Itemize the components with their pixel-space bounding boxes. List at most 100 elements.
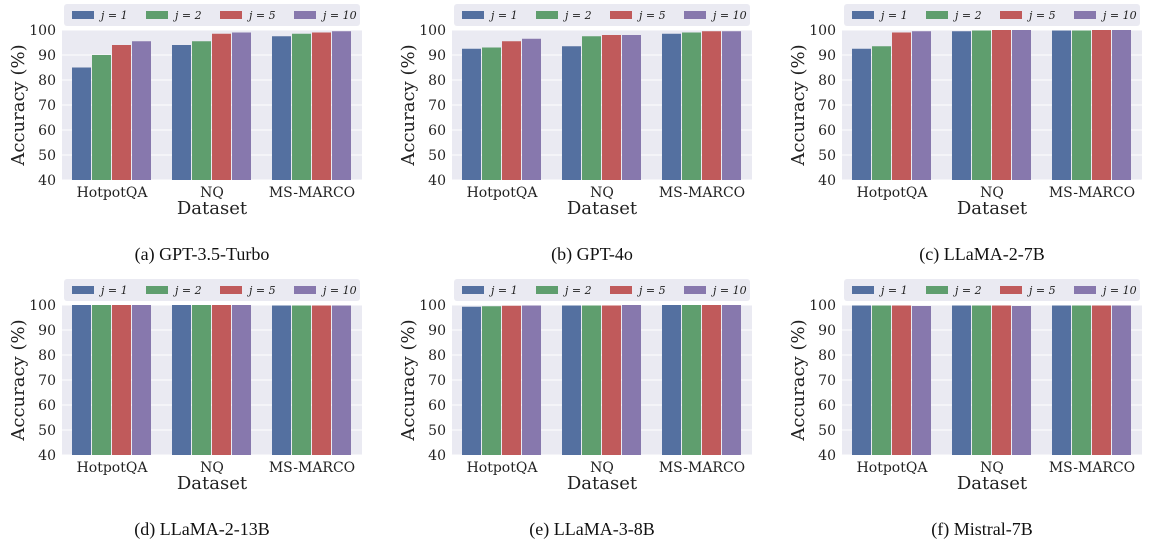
legend-label: j = 10	[320, 284, 357, 297]
legend-label: j = 5	[246, 284, 276, 297]
bar	[562, 305, 581, 455]
y-tick-label: 40	[818, 448, 836, 464]
y-tick-label: 100	[29, 298, 56, 314]
bar	[622, 305, 641, 455]
x-axis-title: Dataset	[567, 198, 638, 219]
legend-label: j = 2	[952, 9, 982, 22]
panel-caption: (e) LLaMA-3-8B	[529, 519, 654, 540]
x-tick-label: HotpotQA	[77, 185, 149, 201]
legend: j = 1 j = 2 j = 5 j = 10	[844, 4, 1140, 26]
bar	[662, 33, 681, 180]
bar	[482, 47, 501, 180]
bar	[992, 30, 1011, 180]
bar	[312, 305, 331, 455]
y-tick-label: 50	[38, 423, 56, 439]
y-tick-label: 80	[818, 348, 836, 364]
bar	[662, 305, 681, 455]
bar	[172, 45, 191, 180]
bar	[212, 305, 231, 455]
x-tick-label: NQ	[200, 460, 224, 476]
bar	[332, 31, 351, 180]
y-tick-label: 60	[428, 123, 446, 139]
x-tick-label: HotpotQA	[77, 460, 149, 476]
legend-swatch	[146, 11, 168, 19]
bar	[192, 41, 211, 180]
y-tick-label: 90	[818, 48, 836, 64]
legend: j = 1 j = 2 j = 5 j = 10	[844, 279, 1140, 301]
bar	[872, 46, 891, 180]
chart-panel: j = 1 j = 2 j = 5 j = 10 40 50 60 70 80 90 100 Hotp…	[398, 4, 752, 265]
bar	[522, 38, 541, 180]
y-tick-label: 100	[419, 23, 446, 39]
chart-panel: j = 1 j = 2 j = 5 j = 10 40 50 60 70 80 90 100 Hotp…	[788, 4, 1142, 265]
bar	[722, 31, 741, 180]
bar	[92, 55, 111, 180]
legend-swatch	[536, 286, 558, 294]
bar	[682, 32, 701, 180]
bar	[232, 32, 251, 180]
bar	[332, 305, 351, 455]
panel-caption: (c) LLaMA-2-7B	[919, 244, 1044, 265]
legend-label: j = 1	[878, 284, 908, 297]
bar	[522, 305, 541, 455]
legend-swatch	[72, 286, 94, 294]
x-tick-label: HotpotQA	[857, 185, 929, 201]
bar	[232, 305, 251, 455]
legend-box	[844, 279, 1140, 301]
legend-label: j = 1	[488, 9, 518, 22]
y-tick-label: 70	[818, 373, 836, 389]
x-tick-label: NQ	[590, 185, 614, 201]
legend-swatch	[684, 286, 706, 294]
bar	[132, 41, 151, 180]
legend-label: j = 5	[1026, 9, 1056, 22]
legend-swatch	[926, 286, 948, 294]
legend-swatch	[146, 286, 168, 294]
legend-swatch	[462, 11, 484, 19]
y-tick-label: 60	[428, 398, 446, 414]
bar	[272, 305, 291, 455]
y-tick-label: 70	[428, 373, 446, 389]
bar	[972, 305, 991, 455]
y-axis-title: Accuracy (%)	[788, 319, 809, 441]
legend: j = 1 j = 2 j = 5 j = 10	[64, 279, 360, 301]
bar	[272, 36, 291, 180]
y-tick-label: 80	[38, 73, 56, 89]
bar	[172, 305, 191, 455]
bar	[622, 35, 641, 180]
bar	[722, 305, 741, 455]
y-tick-label: 90	[38, 48, 56, 64]
bar	[582, 36, 601, 180]
x-axis-title: Dataset	[567, 473, 638, 494]
bar	[1112, 305, 1131, 455]
y-tick-label: 100	[29, 23, 56, 39]
y-tick-label: 90	[428, 323, 446, 339]
bar	[132, 305, 151, 455]
bar	[1052, 305, 1071, 455]
x-tick-label: NQ	[590, 460, 614, 476]
y-axis-title: Accuracy (%)	[788, 44, 809, 166]
bar	[852, 305, 871, 455]
x-axis-title: Dataset	[177, 198, 248, 219]
bar	[462, 306, 481, 455]
legend-swatch	[1000, 11, 1022, 19]
bar	[912, 306, 931, 455]
bar	[92, 305, 111, 455]
legend-swatch	[852, 11, 874, 19]
legend-label: j = 10	[1100, 284, 1137, 297]
x-tick-label: MS-MARCO	[1049, 185, 1135, 201]
x-tick-label: MS-MARCO	[269, 185, 355, 201]
chart-panel: j = 1 j = 2 j = 5 j = 10 40 50 60 70 80 90 100 Hotp…	[8, 279, 362, 540]
y-tick-label: 50	[428, 148, 446, 164]
legend-swatch	[220, 286, 242, 294]
y-axis-title: Accuracy (%)	[8, 44, 29, 166]
y-tick-label: 80	[428, 348, 446, 364]
legend-label: j = 5	[1026, 284, 1056, 297]
legend-label: j = 1	[98, 284, 128, 297]
legend-label: j = 1	[878, 9, 908, 22]
bar	[992, 305, 1011, 455]
bar	[112, 45, 131, 180]
x-tick-label: MS-MARCO	[659, 460, 745, 476]
legend-box	[64, 4, 360, 26]
y-tick-label: 50	[818, 423, 836, 439]
legend-swatch	[926, 11, 948, 19]
